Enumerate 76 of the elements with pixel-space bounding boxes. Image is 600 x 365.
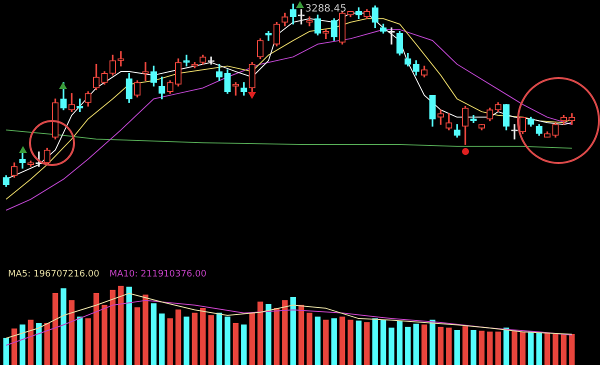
bar bbox=[430, 320, 436, 365]
bar bbox=[126, 286, 132, 365]
bar bbox=[11, 328, 18, 365]
bar bbox=[405, 326, 411, 365]
bar bbox=[569, 334, 575, 365]
bar bbox=[184, 316, 190, 365]
bar bbox=[339, 316, 346, 365]
bar bbox=[159, 313, 165, 365]
bar bbox=[306, 312, 312, 365]
bar bbox=[102, 304, 108, 365]
bar bbox=[512, 330, 518, 365]
bar bbox=[356, 320, 362, 365]
bar bbox=[552, 334, 558, 365]
annotation: 3288.45 bbox=[305, 4, 346, 15]
bar bbox=[208, 315, 214, 365]
candlestick bbox=[142, 62, 149, 81]
bar bbox=[167, 318, 173, 365]
bar bbox=[503, 328, 510, 365]
bar bbox=[380, 320, 386, 365]
bar bbox=[68, 300, 75, 365]
candlestick bbox=[183, 54, 190, 66]
bar bbox=[93, 293, 100, 365]
bar bbox=[52, 293, 58, 365]
bar bbox=[290, 296, 296, 365]
bar bbox=[110, 290, 116, 365]
bar bbox=[77, 316, 83, 365]
bar bbox=[118, 286, 124, 365]
bar bbox=[462, 326, 468, 365]
bar bbox=[331, 318, 337, 365]
bar bbox=[85, 318, 91, 365]
bar bbox=[396, 320, 403, 365]
bar bbox=[470, 330, 476, 365]
bar bbox=[421, 324, 428, 365]
candlestick bbox=[511, 124, 518, 140]
bar bbox=[314, 316, 321, 365]
bar bbox=[175, 310, 182, 365]
bar bbox=[36, 322, 42, 365]
bar bbox=[232, 322, 239, 365]
bar bbox=[44, 322, 50, 365]
bar bbox=[478, 330, 485, 365]
bar bbox=[224, 316, 230, 365]
bar bbox=[142, 294, 148, 365]
bar bbox=[323, 320, 329, 365]
bar bbox=[413, 324, 419, 365]
text: MA10: 211910376.00 bbox=[109, 269, 207, 280]
bar bbox=[257, 302, 264, 365]
bar bbox=[544, 332, 550, 365]
bar bbox=[192, 312, 198, 365]
bar bbox=[266, 304, 272, 365]
bar bbox=[249, 312, 255, 365]
bar bbox=[487, 332, 493, 365]
text: MA5: 196707216.00 bbox=[8, 269, 100, 280]
bar bbox=[216, 312, 222, 365]
bar bbox=[200, 308, 206, 365]
bar bbox=[495, 332, 501, 365]
bar bbox=[150, 303, 157, 365]
bar bbox=[528, 332, 534, 365]
bar bbox=[536, 332, 542, 365]
bar bbox=[134, 307, 140, 365]
bar bbox=[241, 324, 247, 365]
bar bbox=[298, 304, 304, 365]
bar bbox=[28, 320, 34, 365]
bar bbox=[520, 332, 526, 365]
bar bbox=[364, 322, 370, 365]
bar bbox=[438, 326, 444, 365]
bar bbox=[274, 308, 280, 365]
bar bbox=[60, 288, 66, 365]
bar bbox=[388, 328, 394, 365]
bar bbox=[372, 318, 378, 365]
bar bbox=[348, 320, 354, 365]
bar bbox=[560, 334, 567, 365]
bar bbox=[454, 330, 460, 365]
bar bbox=[446, 328, 452, 365]
bar bbox=[282, 300, 288, 365]
bar bbox=[3, 338, 9, 365]
bar bbox=[20, 324, 26, 365]
